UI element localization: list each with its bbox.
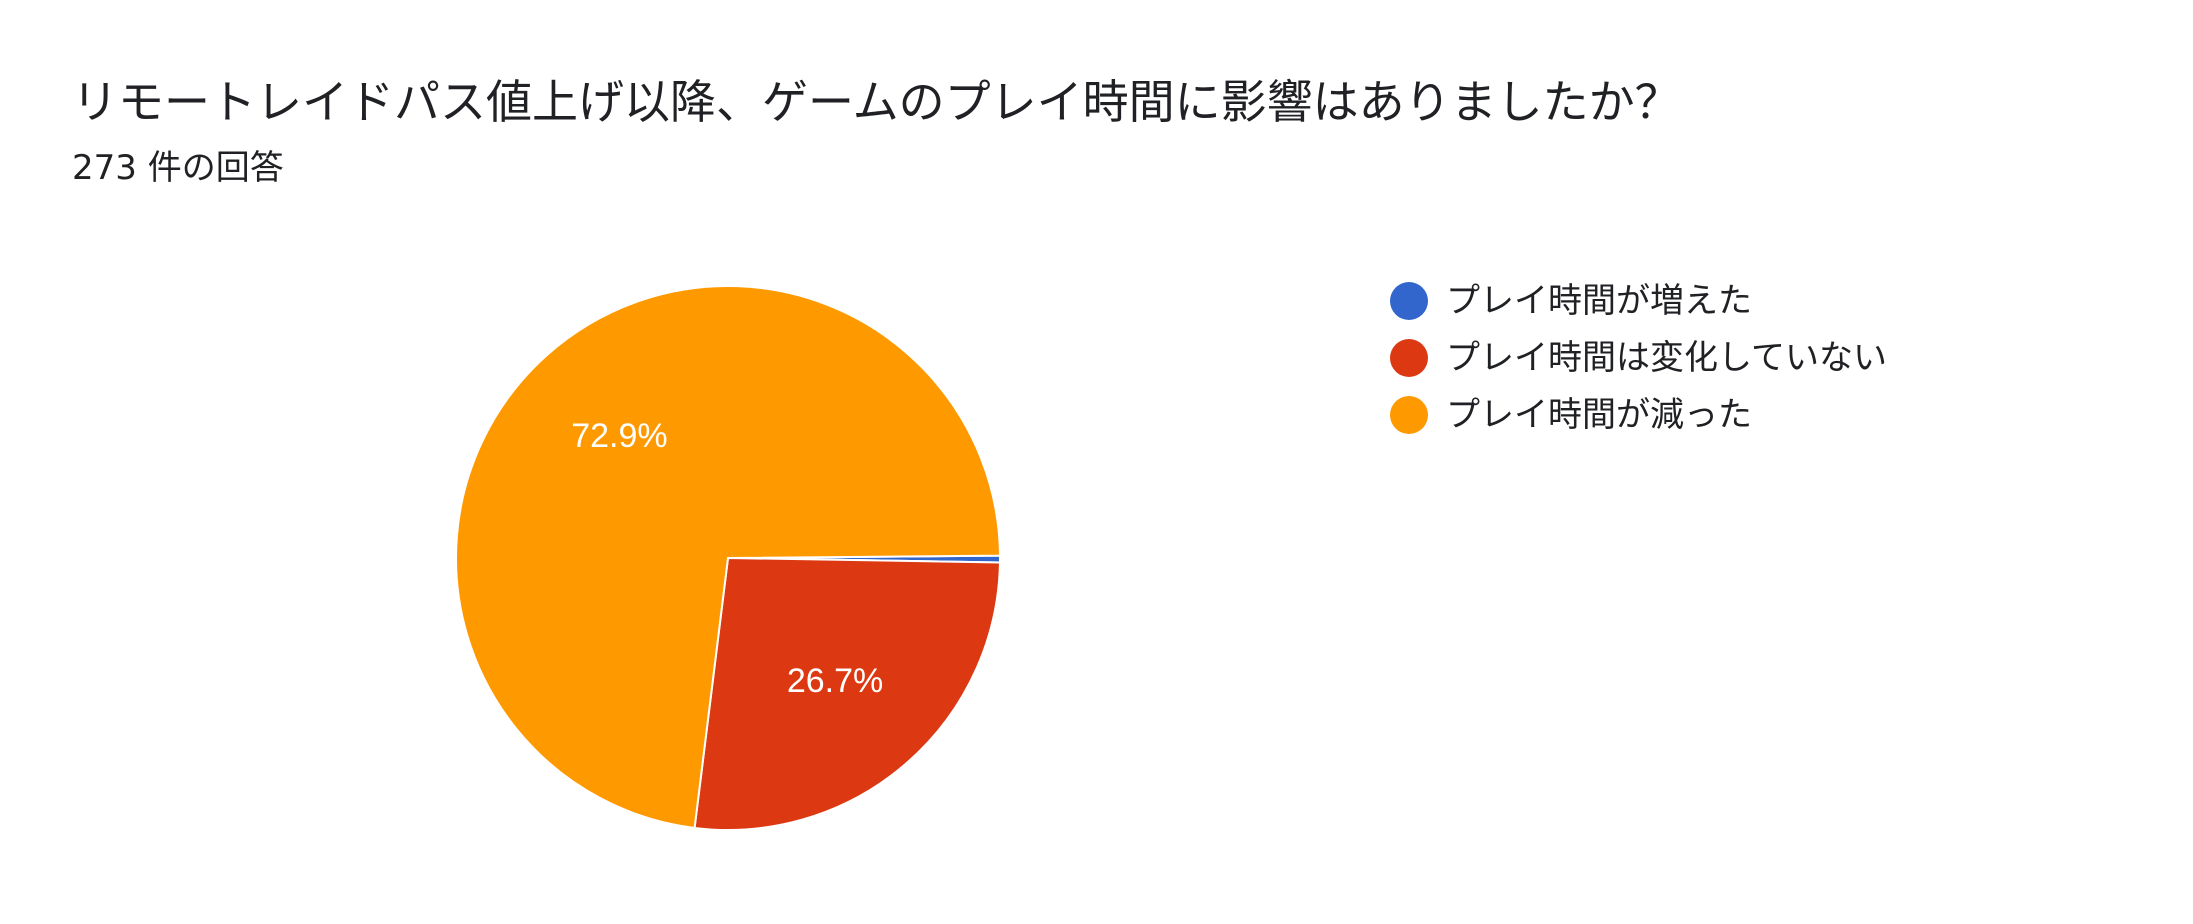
pie-slice-unchanged[interactable] [693,556,1001,831]
slice-label-unchanged: 26.7% [787,662,883,700]
legend-item-increased[interactable]: プレイ時間が増えた [1390,272,1887,329]
response-count: 273 件の回答 [72,148,284,188]
pie-slice-labels: 26.7% 72.9% [571,417,883,700]
legend-swatch-increased [1390,281,1428,320]
legend-label-increased: プレイ時間が増えた [1446,280,1752,321]
legend-item-unchanged[interactable]: プレイ時間は変化していない [1390,329,1887,386]
slice-label-decreased: 72.9% [571,417,667,455]
legend-label-decreased: プレイ時間が減った [1446,394,1752,435]
legend-label-unchanged: プレイ時間は変化していない [1446,337,1887,378]
legend: プレイ時間が増えた プレイ時間は変化していない プレイ時間が減った [1390,272,1887,443]
legend-item-decreased[interactable]: プレイ時間が減った [1390,386,1887,443]
chart-title: リモートレイドパス値上げ以降、ゲームのプレイ時間に影響はありましたか？ [72,75,1681,129]
pie-slices [455,285,1002,831]
legend-swatch-decreased [1390,395,1428,434]
legend-swatch-unchanged [1390,338,1428,377]
pie-slice-decreased[interactable] [455,285,1002,830]
